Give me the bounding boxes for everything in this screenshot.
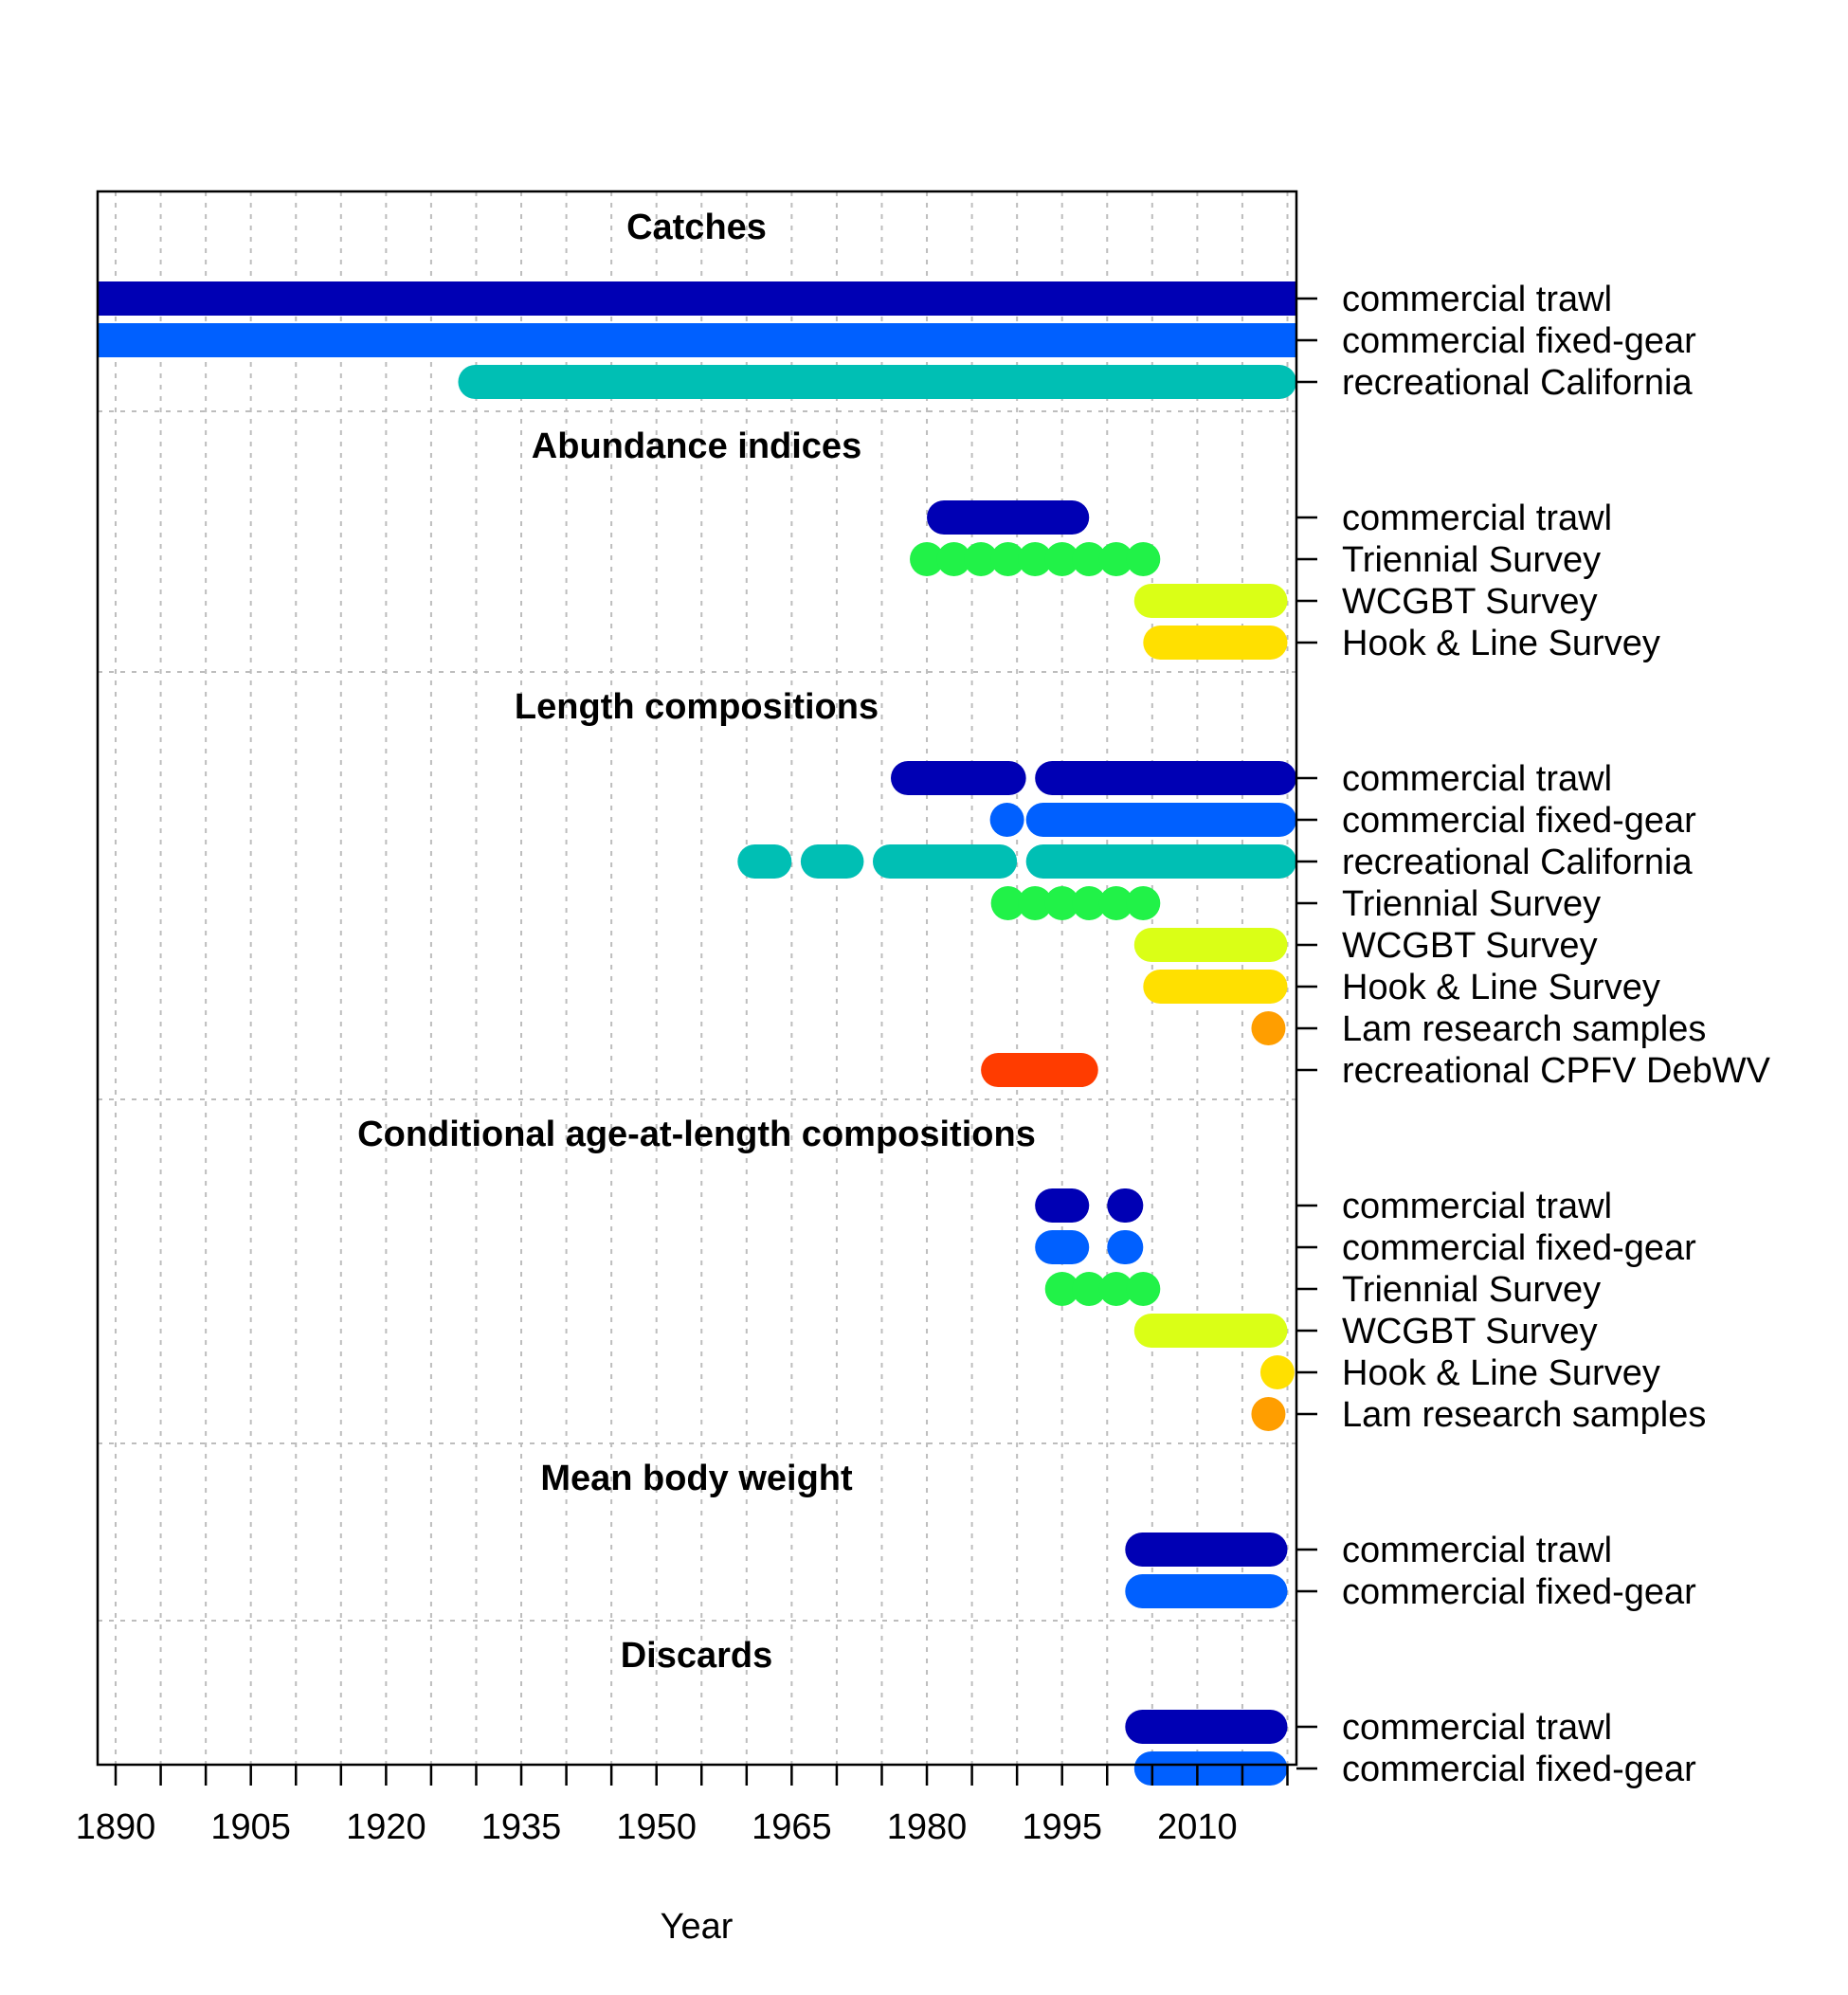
bar-commercial-trawl — [1107, 1188, 1144, 1223]
row-label-commercial-trawl: commercial trawl — [1342, 1187, 1612, 1226]
bar-hook-line-survey — [1143, 970, 1288, 1004]
row-label-hook-line-survey: Hook & Line Survey — [1342, 624, 1660, 663]
point-triennial-survey — [990, 886, 1025, 920]
row-label-recreational-california: recreational California — [1342, 843, 1693, 882]
point-triennial-survey — [1044, 886, 1079, 920]
point-triennial-survey — [1126, 886, 1161, 920]
point-triennial-survey — [964, 542, 999, 576]
row-label-wcgbt-survey: WCGBT Survey — [1342, 926, 1598, 966]
bar-commercial-fixed-gear — [1035, 1230, 1090, 1264]
point-triennial-survey — [1044, 1272, 1079, 1306]
section-title: Length compositions — [515, 687, 879, 727]
bar-commercial-trawl — [1035, 761, 1296, 795]
bar-wcgbt-survey — [1133, 584, 1288, 618]
bar-commercial-fixed-gear — [1133, 1751, 1288, 1786]
point-triennial-survey — [1018, 886, 1053, 920]
x-tick-label-1950: 1950 — [616, 1807, 697, 1847]
point-triennial-survey — [936, 542, 971, 576]
row-label-hook-line-survey: Hook & Line Survey — [1342, 1353, 1660, 1393]
bar-commercial-fixed-gear — [1107, 1230, 1144, 1264]
row-label-commercial-fixed-gear: commercial fixed-gear — [1342, 321, 1696, 361]
row-label-triennial-survey: Triennial Survey — [1342, 884, 1601, 924]
bar-lam-research-samples — [1251, 1011, 1286, 1045]
bar-recreational-california — [872, 844, 1018, 879]
bar-hook-line-survey — [1143, 626, 1288, 660]
bar-commercial-trawl — [927, 500, 1090, 535]
row-label-triennial-survey: Triennial Survey — [1342, 1270, 1601, 1310]
section-title: Catches — [626, 208, 767, 247]
bar-commercial-fixed-gear — [1025, 803, 1296, 837]
section-title: Conditional age-at-length compositions — [357, 1115, 1036, 1154]
x-tick-label-1935: 1935 — [481, 1807, 562, 1847]
x-tick-label-2010: 2010 — [1157, 1807, 1238, 1847]
row-label-recreational-california: recreational California — [1342, 363, 1693, 403]
bar-hook-line-survey — [1259, 1355, 1295, 1389]
plot-frame — [96, 190, 1298, 1767]
bar-recreational-california — [1025, 844, 1296, 879]
row-label-commercial-fixed-gear: commercial fixed-gear — [1342, 1750, 1696, 1789]
row-label-commercial-trawl: commercial trawl — [1342, 499, 1612, 538]
bar-commercial-trawl — [1035, 1188, 1090, 1223]
point-triennial-survey — [910, 542, 945, 576]
bar-commercial-fixed-gear — [98, 323, 1296, 357]
bars-layer: Catches Abundance indices Length compositi… — [98, 208, 1296, 1786]
bar-commercial-trawl — [98, 281, 1296, 316]
point-triennial-survey — [1072, 1272, 1107, 1306]
x-tick-label-1965: 1965 — [752, 1807, 832, 1847]
x-axis-label: Year — [661, 1907, 734, 1947]
row-label-commercial-fixed-gear: commercial fixed-gear — [1342, 1572, 1696, 1612]
bar-wcgbt-survey — [1133, 1314, 1288, 1348]
bar-commercial-trawl — [1125, 1710, 1288, 1744]
point-triennial-survey — [1018, 542, 1053, 576]
row-label-triennial-survey: Triennial Survey — [1342, 540, 1601, 580]
row-label-commercial-trawl: commercial trawl — [1342, 280, 1612, 319]
bar-commercial-fixed-gear — [989, 803, 1024, 837]
row-label-hook-line-survey: Hook & Line Survey — [1342, 968, 1660, 1007]
row-label-commercial-fixed-gear: commercial fixed-gear — [1342, 1228, 1696, 1268]
section-title: Discards — [621, 1636, 773, 1676]
bar-commercial-trawl — [890, 761, 1026, 795]
row-label-lam-research-samples: Lam research samples — [1342, 1395, 1706, 1435]
point-triennial-survey — [990, 542, 1025, 576]
bar-recreational-california — [458, 365, 1296, 399]
point-triennial-survey — [1098, 1272, 1133, 1306]
bar-lam-research-samples — [1251, 1397, 1286, 1431]
row-label-recreational-cpfv-debwv: recreational CPFV DebWV — [1342, 1051, 1771, 1091]
row-label-commercial-fixed-gear: commercial fixed-gear — [1342, 801, 1696, 841]
point-triennial-survey — [1098, 886, 1133, 920]
bar-commercial-fixed-gear — [1125, 1574, 1288, 1608]
row-label-commercial-trawl: commercial trawl — [1342, 1708, 1612, 1748]
x-tick-label-1905: 1905 — [210, 1807, 291, 1847]
point-triennial-survey — [1072, 886, 1107, 920]
point-triennial-survey — [1044, 542, 1079, 576]
x-tick-label-1980: 1980 — [887, 1807, 968, 1847]
row-label-commercial-trawl: commercial trawl — [1342, 1531, 1612, 1570]
bar-recreational-california — [737, 844, 792, 879]
point-triennial-survey — [1126, 542, 1161, 576]
x-tick-label-1890: 1890 — [76, 1807, 156, 1847]
bar-recreational-cpfv-debwv — [981, 1053, 1098, 1087]
point-triennial-survey — [1126, 1272, 1161, 1306]
row-label-commercial-trawl: commercial trawl — [1342, 759, 1612, 799]
point-triennial-survey — [1072, 542, 1107, 576]
point-triennial-survey — [1098, 542, 1133, 576]
bar-commercial-trawl — [1125, 1533, 1288, 1567]
section-title: Abundance indices — [532, 426, 861, 466]
row-label-wcgbt-survey: WCGBT Survey — [1342, 582, 1598, 622]
section-title: Mean body weight — [540, 1459, 853, 1498]
bar-wcgbt-survey — [1133, 928, 1288, 962]
x-tick-label-1920: 1920 — [346, 1807, 426, 1847]
bar-recreational-california — [800, 844, 864, 879]
row-label-lam-research-samples: Lam research samples — [1342, 1009, 1706, 1049]
row-label-wcgbt-survey: WCGBT Survey — [1342, 1312, 1598, 1351]
x-tick-label-1995: 1995 — [1022, 1807, 1102, 1847]
